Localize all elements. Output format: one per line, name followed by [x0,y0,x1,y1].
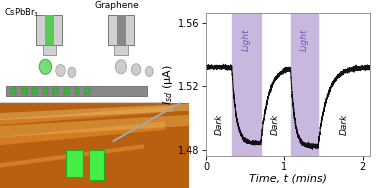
Text: CsPbBr$_3$: CsPbBr$_3$ [4,7,39,19]
Bar [45,15,54,45]
Bar [108,15,134,45]
Ellipse shape [56,64,65,77]
Text: Graphene: Graphene [95,1,139,10]
Bar [22,88,26,94]
Bar [117,15,125,45]
Bar [0,0,189,103]
X-axis label: Time, t (mins): Time, t (mins) [249,174,327,184]
Y-axis label: $I_{sd}$ (μA): $I_{sd}$ (μA) [161,64,175,105]
Bar [0,103,189,188]
Text: Dark: Dark [271,114,280,135]
Bar [36,15,62,45]
Text: Dark: Dark [339,114,348,135]
Bar [43,88,48,94]
Bar [66,150,83,177]
Text: Light: Light [300,29,309,51]
Text: Light: Light [242,29,251,51]
Ellipse shape [39,59,51,74]
Ellipse shape [145,66,153,76]
Ellipse shape [132,64,141,75]
Ellipse shape [68,67,76,77]
Bar [33,88,37,94]
Bar [85,88,90,94]
Bar [11,88,16,94]
Bar [53,88,58,94]
Bar [6,86,147,96]
Bar [114,45,128,55]
Bar [291,13,318,156]
Text: Dark: Dark [214,114,223,135]
Ellipse shape [115,60,127,74]
Bar [232,13,261,156]
Bar [64,88,69,94]
Bar [42,45,56,55]
Bar [74,88,79,94]
Bar [0,103,189,188]
Bar [89,150,104,180]
